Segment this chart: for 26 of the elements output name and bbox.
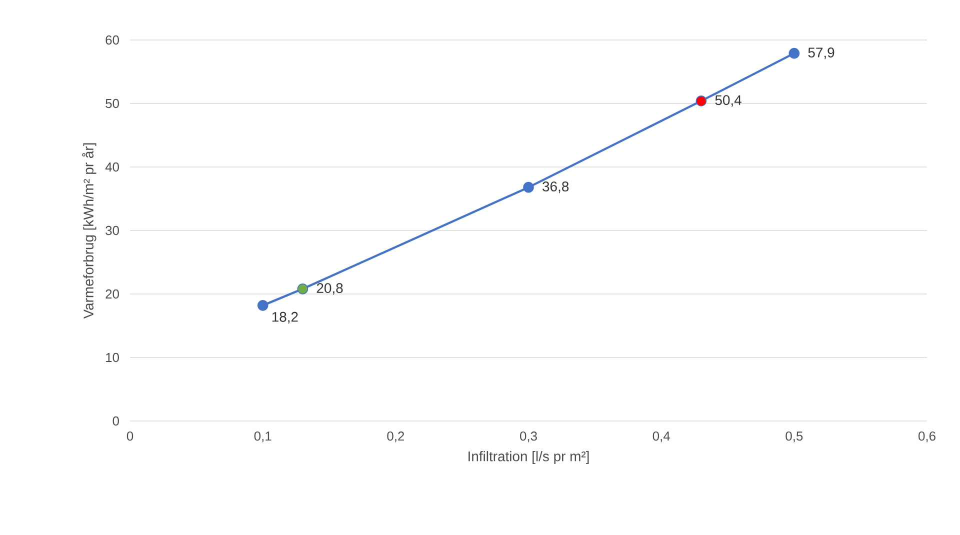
y-tick-label: 10 [106, 352, 119, 362]
x-tick-label: 0,5 [786, 432, 803, 442]
y-tick-label: 0 [112, 416, 119, 426]
data-label: 18,2 [272, 312, 298, 324]
y-tick-label: 30 [106, 226, 119, 236]
x-tick-label: 0,4 [652, 432, 670, 442]
data-label: 50,4 [715, 95, 742, 107]
x-tick-label: 0 [126, 432, 134, 441]
point [788, 48, 800, 59]
x-tick-label: 0,3 [520, 432, 537, 442]
point [257, 300, 268, 311]
data-label: 57,9 [808, 48, 834, 60]
y-axis-title: Varmeforbrug [kWh/m² pr år] [82, 143, 96, 319]
y-tick-label: 60 [106, 35, 119, 45]
point [696, 96, 707, 106]
x-tick-label: 0,2 [387, 432, 404, 442]
x-tick-label: 0,6 [918, 432, 936, 442]
y-tick-label: 40 [105, 162, 119, 172]
x-axis-title: Infiltration [l/s pr m²] [468, 451, 589, 464]
point [523, 182, 534, 193]
data-label: 20,8 [316, 283, 343, 295]
x-tick-label: 0,1 [254, 432, 272, 442]
data-label: 36,8 [542, 182, 569, 194]
point [297, 284, 308, 294]
y-tick-label: 50 [106, 98, 119, 108]
y-tick-label: 20 [106, 289, 119, 299]
